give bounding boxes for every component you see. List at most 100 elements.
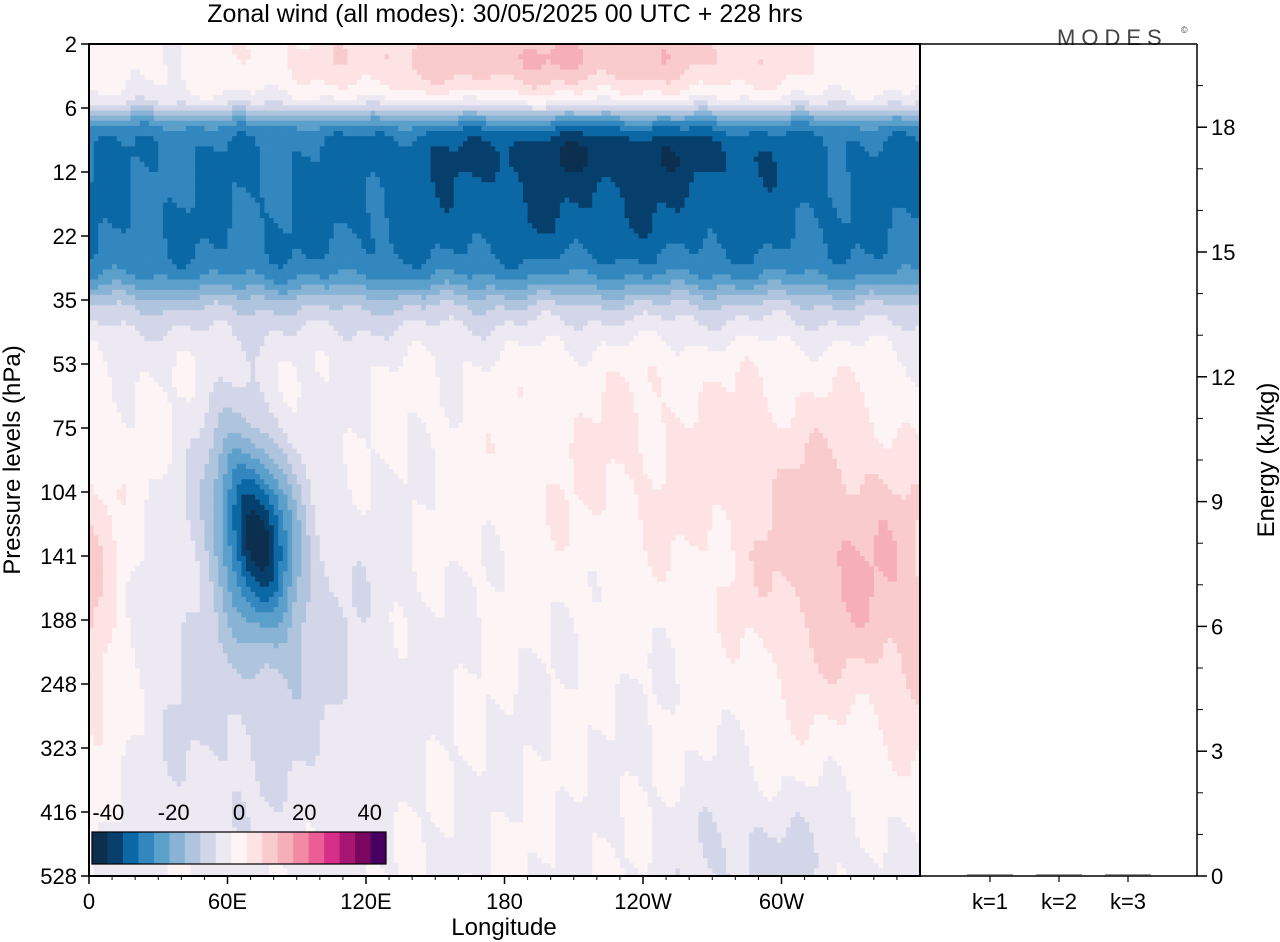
heatmap-cell [107,335,113,342]
heatmap-cell [185,243,191,250]
heatmap-cell [209,197,215,204]
heatmap-cell [93,59,99,65]
heatmap-cell [195,765,201,772]
heatmap-cell [204,468,210,475]
heatmap-cell [181,161,187,168]
heatmap-cell [130,499,136,506]
heatmap-cell [116,812,122,818]
heatmap-cell [158,161,164,168]
heatmap-cell [102,750,108,757]
heatmap-cell [116,120,122,127]
heatmap-cell [185,704,191,710]
heatmap-cell [135,346,141,352]
heatmap-cell [135,561,141,567]
heatmap-cell [125,172,131,178]
heatmap-cell [227,212,233,219]
heatmap-cell [98,64,104,70]
heatmap-cell [199,622,205,629]
heatmap-cell [130,422,136,429]
heatmap-cell [209,264,215,270]
heatmap-cell [125,868,131,874]
heatmap-cell [227,509,233,516]
heatmap-cell [144,873,150,876]
heatmap-cell [172,781,178,787]
heatmap-cell [149,141,155,147]
heatmap-cell [199,351,205,357]
heatmap-cell [162,392,168,398]
heatmap-cell [144,540,150,547]
heatmap-cell [158,596,164,603]
heatmap-cell [199,146,205,152]
heatmap-cell [144,320,150,326]
heatmap-cell [153,868,159,874]
heatmap-cell [185,556,191,562]
heatmap-cell [130,325,136,332]
heatmap-cell [158,699,164,705]
heatmap-cell [185,827,191,833]
heatmap-cell [121,330,127,337]
heatmap-cell [158,591,164,598]
heatmap-cell [195,545,201,552]
heatmap-cell [93,412,99,419]
heatmap-cell [158,499,164,506]
heatmap-cell [162,212,168,219]
heatmap-cell [162,330,168,337]
heatmap-cell [162,714,168,721]
heatmap-cell [199,515,205,521]
heatmap-cell [112,525,118,531]
heatmap-cell [98,253,104,260]
heatmap-cell [125,581,131,588]
heatmap-cell [190,515,196,521]
heatmap-cell [222,730,228,736]
heatmap-cell [181,218,187,224]
heatmap-cell [135,412,141,419]
heatmap-cell [89,300,95,306]
heatmap-cell [204,448,210,454]
heatmap-cell [153,704,159,710]
heatmap-cell [144,607,150,613]
heatmap-cell [209,136,215,142]
heatmap-cell [121,110,127,117]
heatmap-cell [107,207,113,214]
heatmap-cell [144,658,150,664]
heatmap-cell [116,54,122,60]
heatmap-cell [107,402,113,408]
heatmap-cell [144,136,150,142]
heatmap-cell [121,177,127,183]
heatmap-cell [176,812,182,818]
heatmap-cell [190,556,196,562]
heatmap-cell [139,684,145,690]
heatmap-cell [190,494,196,501]
heatmap-cell [172,192,178,198]
heatmap-cell [102,463,108,470]
heatmap-cell [176,44,182,50]
heatmap-cell [218,509,224,516]
heatmap-cell [144,673,150,680]
heatmap-cell [190,120,196,127]
heatmap-cell [93,576,99,582]
heatmap-cell [176,765,182,772]
heatmap-cell [218,812,224,818]
heatmap-cell [125,704,131,710]
heatmap-cell [185,699,191,705]
heatmap-cell [181,315,187,321]
heatmap-cell [112,315,118,321]
heatmap-cell [181,556,187,562]
heatmap-cell [98,74,104,81]
heatmap-cell [199,289,205,296]
heatmap-cell [222,84,228,91]
heatmap-cell [204,330,210,337]
heatmap-cell [204,156,210,163]
heatmap-cell [144,719,150,726]
heatmap-cell [149,694,155,700]
heatmap-cell [135,54,141,60]
heatmap-cell [204,596,210,603]
heatmap-cell [144,340,150,347]
heatmap-cell [149,627,155,634]
heatmap-cell [102,44,108,50]
heatmap-cell [149,530,155,536]
heatmap-cell [98,351,104,357]
heatmap-cell [185,335,191,342]
heatmap-cell [227,197,233,204]
heatmap-cell [116,714,122,721]
